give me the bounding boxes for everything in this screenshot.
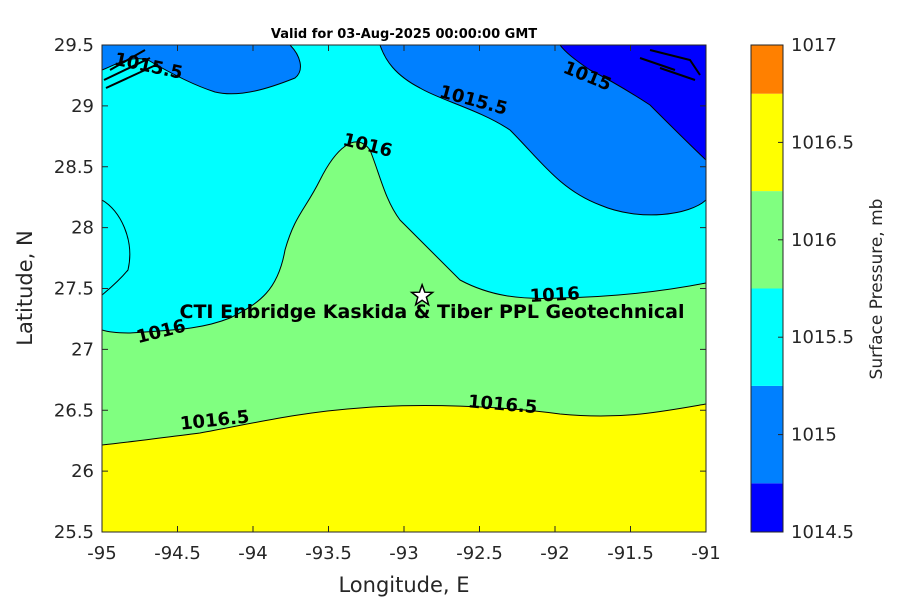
colorbar-segment [751, 45, 783, 94]
colorbar-segment [751, 288, 783, 386]
x-tick-label: -93 [389, 543, 418, 564]
colorbar-frame [750, 44, 784, 533]
x-tick-label: -94.5 [154, 543, 201, 564]
x-tick-label: -94 [238, 543, 267, 564]
colorbar: 1017 1016.5 1016 1015.5 1015 1014.5 [750, 35, 854, 543]
y-tick-label: 26.5 [54, 400, 94, 421]
x-axis-label: Longitude, E [338, 573, 469, 597]
plot-title: Valid for 03-Aug-2025 00:00:00 GMT [271, 27, 537, 42]
site-star-icon [409, 282, 435, 307]
colorbar-tick-label: 1015.5 [791, 327, 854, 348]
x-tick-label: -92.5 [456, 543, 503, 564]
contour-fill-group [102, 45, 706, 532]
y-tick-label: 27.5 [54, 279, 94, 300]
contour-label: 1016 [529, 283, 580, 307]
coastline-nw [103, 49, 159, 89]
y-tick-label: 25.5 [54, 522, 94, 543]
x-tick-label: -91 [691, 543, 720, 564]
x-tick-label: -91.5 [607, 543, 654, 564]
coastline-ne [639, 49, 701, 81]
colorbar-segment [751, 483, 783, 532]
y-axis-label: Latitude, N [13, 230, 37, 346]
x-tick-label: -92 [540, 543, 569, 564]
colorbar-segment [751, 93, 783, 192]
colorbar-title: Surface Pressure, mb [867, 199, 887, 380]
y-tick-label: 28 [71, 218, 94, 239]
y-tick-label: 29 [71, 96, 94, 117]
y-tick-label: 29.5 [54, 35, 94, 56]
x-tick-label: -95 [87, 543, 116, 564]
region-blue-1015 [102, 45, 301, 95]
colorbar-tick-label: 1016 [791, 230, 837, 251]
site-label: CTI Enbridge Kaskida & Tiber PPL Geotech… [180, 301, 685, 323]
colorbar-tick-label: 1014.5 [791, 522, 854, 543]
y-tick-label: 27 [71, 339, 94, 360]
colorbar-segment [751, 385, 783, 484]
colorbar-tick-label: 1017 [791, 35, 837, 56]
colorbar-tick-label: 1015 [791, 425, 837, 446]
region-darkblue-1014-5 [559, 45, 706, 161]
y-tick-label: 26 [71, 461, 94, 482]
x-axis-ticks: -95 -94.5 -94 -93.5 -93 -92.5 -92 -91.5 -91 [87, 45, 721, 564]
y-axis-ticks: 29.5 29 28.5 28 27.5 27 26.5 26 25.5 [54, 35, 706, 543]
colorbar-segment [751, 191, 783, 289]
y-tick-label: 28.5 [54, 157, 94, 178]
x-tick-label: -93.5 [305, 543, 352, 564]
colorbar-tick-label: 1016.5 [791, 132, 854, 153]
site-marker: CTI Enbridge Kaskida & Tiber PPL Geotech… [180, 282, 685, 323]
